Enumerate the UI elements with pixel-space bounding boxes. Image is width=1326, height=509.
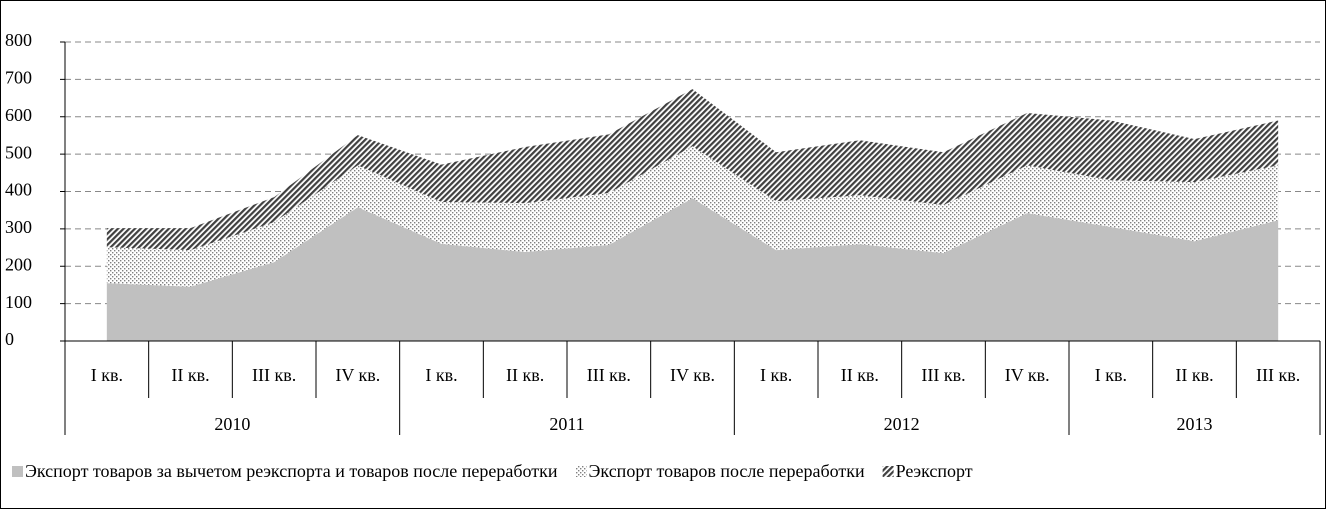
x-tick-label: I кв. bbox=[1095, 365, 1127, 385]
area bbox=[106, 198, 1279, 341]
x-tick-label: I кв. bbox=[425, 365, 457, 385]
group-label: 2011 bbox=[549, 414, 584, 434]
y-tick-label: 500 bbox=[5, 142, 32, 162]
legend-swatch bbox=[575, 466, 587, 477]
x-tick-label: I кв. bbox=[91, 365, 123, 385]
x-tick-label: II кв. bbox=[506, 365, 544, 385]
legend-label: Реэкспорт bbox=[896, 461, 973, 481]
y-tick-label: 0 bbox=[5, 329, 14, 349]
y-tick-label: 300 bbox=[5, 217, 32, 237]
area bbox=[106, 89, 1279, 251]
legend-label: Экспорт товаров за вычетом реэкспорта и … bbox=[25, 461, 558, 481]
y-tick-label: 700 bbox=[5, 68, 32, 88]
x-tick-label: II кв. bbox=[841, 365, 879, 385]
x-tick-label: IV кв. bbox=[1005, 365, 1050, 385]
group-label: 2010 bbox=[214, 414, 250, 434]
y-tick-label: 600 bbox=[5, 105, 32, 125]
legend-swatch bbox=[882, 466, 894, 477]
y-tick-label: 800 bbox=[5, 30, 32, 50]
x-tick-label: II кв. bbox=[171, 365, 209, 385]
y-tick-label: 200 bbox=[5, 254, 32, 274]
group-label: 2012 bbox=[884, 414, 920, 434]
y-tick-label: 100 bbox=[5, 292, 32, 312]
x-tick-label: III кв. bbox=[921, 365, 965, 385]
y-tick-label: 400 bbox=[5, 180, 32, 200]
x-tick-label: II кв. bbox=[1175, 365, 1213, 385]
x-tick-label: IV кв. bbox=[670, 365, 715, 385]
group-label: 2013 bbox=[1177, 414, 1213, 434]
x-tick-label: I кв. bbox=[760, 365, 792, 385]
x-tick-label: III кв. bbox=[587, 365, 631, 385]
x-tick-label: III кв. bbox=[1256, 365, 1300, 385]
legend-swatch bbox=[12, 466, 23, 477]
x-tick-label: IV кв. bbox=[335, 365, 380, 385]
legend-label: Экспорт товаров после переработки bbox=[589, 461, 865, 481]
area bbox=[106, 146, 1279, 287]
x-tick-label: III кв. bbox=[252, 365, 296, 385]
